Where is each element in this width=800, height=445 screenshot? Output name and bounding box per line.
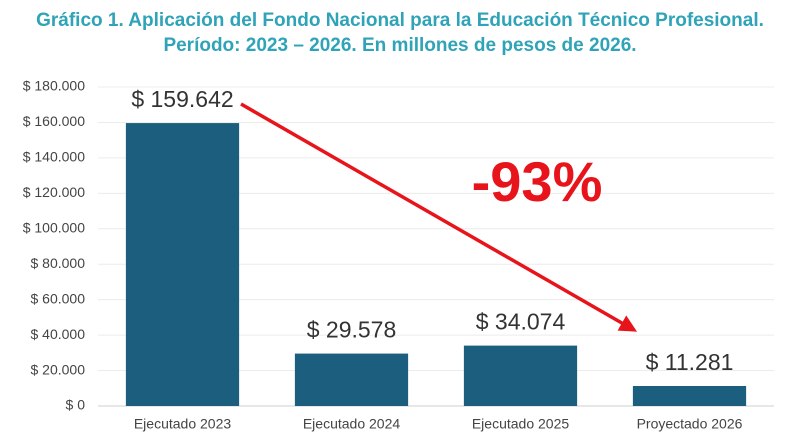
y-tick-label: $ 60.000 — [31, 290, 86, 306]
x-tick-label: Proyectado 2026 — [637, 416, 743, 432]
y-tick-label: $ 180.000 — [23, 78, 85, 94]
y-tick-label: $ 40.000 — [31, 326, 86, 342]
chart-title: Gráfico 1. Aplicación del Fondo Nacional… — [36, 10, 764, 31]
bar — [632, 386, 747, 406]
y-tick-label: $ 80.000 — [31, 255, 86, 271]
chart-subtitle: Período: 2023 – 2026. En millones de pes… — [163, 35, 636, 56]
y-tick-label: $ 0 — [66, 397, 86, 413]
y-tick-label: $ 160.000 — [23, 113, 85, 129]
value-label: $ 11.281 — [646, 349, 734, 375]
trend-arrow — [240, 102, 638, 332]
value-label: $ 159.642 — [131, 86, 233, 112]
value-label: $ 34.074 — [476, 309, 566, 335]
bar — [294, 353, 409, 406]
x-tick-label: Ejecutado 2024 — [303, 416, 401, 432]
x-tick-label: Ejecutado 2023 — [134, 416, 232, 432]
value-label: $ 29.578 — [307, 317, 397, 343]
y-tick-label: $ 20.000 — [31, 361, 86, 377]
y-tick-label: $ 120.000 — [23, 184, 85, 200]
x-tick-label: Ejecutado 2025 — [472, 416, 570, 432]
annotation: -93% — [472, 150, 603, 213]
bar — [125, 123, 240, 406]
y-tick-label: $ 100.000 — [23, 219, 85, 235]
y-tick-label: $ 140.000 — [23, 149, 85, 165]
bar — [463, 345, 578, 406]
